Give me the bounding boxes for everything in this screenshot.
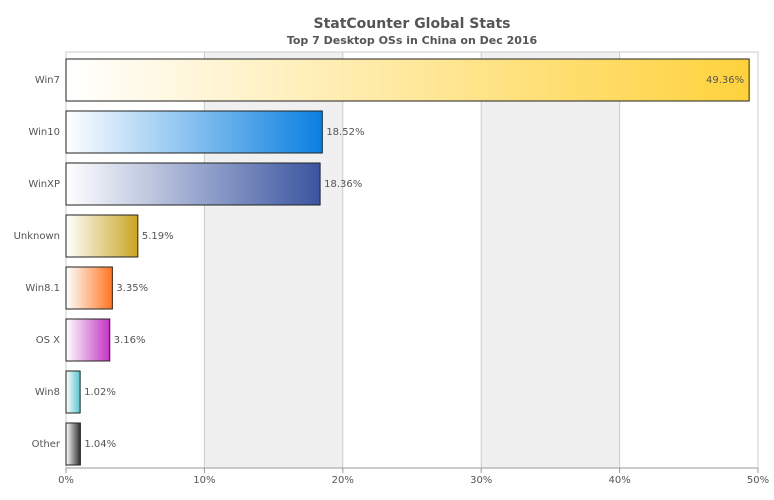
- value-label: 18.36%: [324, 179, 362, 190]
- y-tick-label: Win8: [35, 387, 60, 398]
- value-label: 5.19%: [142, 231, 174, 242]
- bar: [65, 370, 81, 414]
- value-label: 1.04%: [84, 439, 116, 450]
- x-tick-label: 0%: [58, 475, 74, 486]
- bar: [65, 318, 111, 362]
- x-tick-label: 30%: [470, 475, 492, 486]
- bar: [65, 110, 323, 154]
- y-tick-label: WinXP: [28, 179, 60, 190]
- x-tick-label: 50%: [747, 475, 769, 486]
- value-label: 3.16%: [114, 335, 146, 346]
- y-tick-label: Win10: [28, 127, 60, 138]
- y-tick-label: OS X: [36, 335, 60, 346]
- y-tick-label: Win8.1: [25, 283, 60, 294]
- bar: [65, 214, 139, 258]
- x-tick-label: 20%: [332, 475, 354, 486]
- chart-title: StatCounter Global Stats: [313, 16, 510, 32]
- plot-band: [481, 52, 620, 468]
- bar: [65, 162, 321, 206]
- y-tick-label: Other: [32, 439, 61, 450]
- bar: [65, 422, 81, 466]
- value-label: 1.02%: [84, 387, 116, 398]
- x-tick-label: 40%: [608, 475, 630, 486]
- bar: [65, 266, 113, 310]
- chart-subtitle: Top 7 Desktop OSs in China on Dec 2016: [287, 34, 538, 47]
- bar: [65, 58, 750, 102]
- value-label: 3.35%: [116, 283, 148, 294]
- y-tick-label: Win7: [35, 75, 60, 86]
- x-tick-label: 10%: [193, 475, 215, 486]
- value-label: 18.52%: [326, 127, 364, 138]
- value-label: 49.36%: [706, 75, 744, 86]
- y-tick-label: Unknown: [14, 231, 60, 242]
